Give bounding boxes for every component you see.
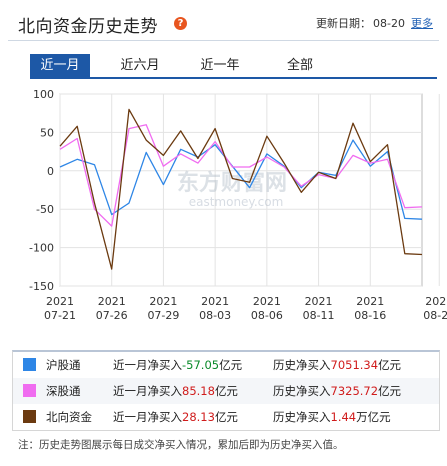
- header-divider: [8, 40, 439, 41]
- shanghai-swatch: [23, 358, 36, 371]
- update-date-label: 更新日期：: [316, 17, 372, 30]
- tab-6-months[interactable]: 近六月: [120, 58, 160, 73]
- x-tick-label-date: 08-20: [423, 309, 447, 322]
- northbound-swatch: [23, 410, 36, 423]
- shenzhen-swatch: [23, 384, 36, 397]
- tab-1-month[interactable]: 近一月: [30, 54, 90, 78]
- period-tabs: 近一月 近六月 近一年 全部: [30, 54, 437, 78]
- watermark-logo: 东方财富网: [177, 170, 287, 196]
- y-tick-label: 0: [47, 165, 54, 178]
- series-line-shenzhen: [59, 124, 423, 227]
- legend-history-net: 历史净买入1.44万亿元: [273, 410, 391, 424]
- legend-month-net: 近一月净买入85.18亿元: [113, 384, 238, 398]
- legend-row-northbound: 北向资金 近一月净买入28.13亿元 历史净买入1.44万亿元: [13, 404, 439, 430]
- northbound-chart: 100500-50-100-150202107-21202107-2620210…: [29, 88, 447, 322]
- legend-history-net: 历史净买入7325.72亿元: [273, 384, 402, 398]
- x-tick-label-year: 2021: [425, 295, 447, 308]
- tab-1-year[interactable]: 近一年: [200, 58, 240, 73]
- x-tick-label-year: 2021: [356, 295, 384, 308]
- legend-series-name: 深股通: [46, 384, 81, 398]
- x-tick-label-year: 2021: [201, 295, 229, 308]
- x-tick-label-year: 2021: [305, 295, 333, 308]
- watermark-url: eastmoney.com: [189, 195, 284, 209]
- legend-month-net: 近一月净买入-57.05亿元: [113, 358, 243, 372]
- legend-table: 沪股通 近一月净买入-57.05亿元 历史净买入7051.34亿元 深股通 近一…: [12, 350, 440, 431]
- legend-row-shanghai: 沪股通 近一月净买入-57.05亿元 历史净买入7051.34亿元: [13, 352, 439, 378]
- tab-all[interactable]: 全部: [286, 58, 313, 73]
- update-date-value: 08-20: [373, 17, 405, 30]
- header: 北向资金历史走势 ? 更新日期： 08-20 更多: [0, 0, 447, 44]
- y-tick-label: -100: [29, 242, 54, 255]
- help-icon[interactable]: ?: [174, 17, 187, 30]
- footnote: 注：历史走势图展示每日成交净买入情况，累加后即为历史净买入值。: [18, 439, 344, 451]
- x-tick-label-date: 07-21: [44, 309, 76, 322]
- y-tick-label: 100: [33, 88, 54, 101]
- more-link[interactable]: 更多: [411, 17, 433, 30]
- x-tick-label-date: 08-11: [303, 309, 335, 322]
- legend-month-net: 近一月净买入28.13亿元: [113, 410, 238, 424]
- update-info: 更新日期： 08-20 更多: [316, 15, 433, 31]
- x-tick-label-date: 08-16: [354, 309, 386, 322]
- series-line-northbound: [59, 108, 423, 270]
- x-tick-label-date: 07-29: [147, 309, 179, 322]
- x-tick-label-date: 08-03: [199, 309, 231, 322]
- chart-area: 100 50 0 -50 -100 -150 2021 07-21 2021 07-26 2021 0…: [0, 82, 447, 344]
- x-tick-label-year: 2021: [253, 295, 281, 308]
- legend-series-name: 沪股通: [46, 358, 81, 372]
- page-title: 北向资金历史走势: [18, 17, 158, 37]
- x-tick-label-date: 07-26: [96, 309, 128, 322]
- x-tick-label-year: 2021: [149, 295, 177, 308]
- x-tick-label-year: 2021: [98, 295, 126, 308]
- y-tick-label: -150: [29, 280, 54, 293]
- x-tick-label-date: 08-06: [251, 309, 283, 322]
- legend-history-net: 历史净买入7051.34亿元: [273, 358, 402, 372]
- legend-series-name: 北向资金: [46, 410, 92, 424]
- y-tick-label: 50: [40, 126, 54, 139]
- tab-underline: [30, 77, 437, 79]
- x-tick-label-year: 2021: [46, 295, 74, 308]
- legend-row-shenzhen: 深股通 近一月净买入85.18亿元 历史净买入7325.72亿元: [13, 378, 439, 404]
- y-tick-label: -50: [36, 203, 54, 216]
- series-line-shanghai: [59, 139, 423, 220]
